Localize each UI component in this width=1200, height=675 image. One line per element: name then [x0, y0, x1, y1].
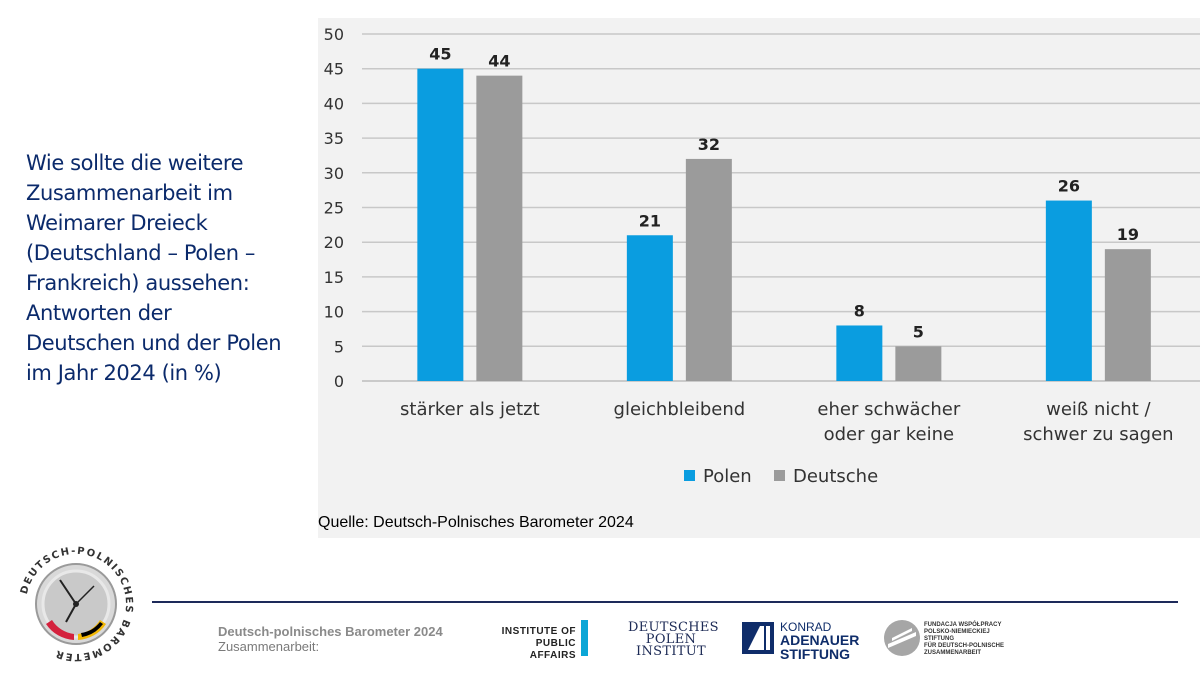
title-line: Wie sollte die weitere	[26, 151, 244, 175]
bar-deutsche	[1104, 249, 1151, 381]
x-tick-label: gleichbleibend	[614, 399, 746, 420]
fwpn-line3: STIFTUNG	[924, 636, 954, 642]
dpi-line3: INSTITUT	[636, 644, 706, 659]
footer-subtitle: Zusammenarbeit:	[218, 639, 320, 654]
dpi-line2: POLEN	[645, 632, 697, 647]
fwpn-line4: FÜR DEUTSCH-POLNISCHE	[924, 643, 1005, 649]
title-line: Deutschen und der Polen	[26, 331, 282, 355]
data-label: 26	[1058, 177, 1080, 196]
barometer-emblem-logo: DEUTSCH-POLNISCHES BAROMETER	[8, 540, 144, 668]
chart-area: 0 5 10 15 20 25 30 35 40 45 50 45 44 stärker als jetz…	[318, 18, 1200, 538]
fwpn-line2: POLSKO-NIEMIECKIEJ	[924, 629, 990, 635]
data-label: 45	[429, 45, 451, 64]
title-line: Antworten der	[26, 301, 172, 325]
bar-deutsche	[685, 158, 732, 381]
dpi-line1: DEUTSCHES	[628, 620, 719, 635]
bar-polen	[417, 68, 464, 381]
bar-polen	[836, 325, 883, 381]
ipa-bar-icon	[581, 620, 588, 656]
data-label: 44	[488, 52, 510, 71]
y-tick-label: 0	[334, 372, 344, 391]
ipa-logo: INSTITUTE OF PUBLIC AFFAIRS	[500, 618, 590, 661]
fwpn-mark-icon	[884, 620, 920, 656]
data-label: 19	[1117, 225, 1139, 244]
data-label: 32	[698, 135, 720, 154]
footer-divider	[152, 601, 1178, 603]
y-tick-label: 40	[324, 94, 344, 113]
ipa-line1: INSTITUTE OF	[501, 626, 576, 637]
kas-line3: STIFTUNG	[780, 646, 850, 662]
bar-polen	[1045, 200, 1092, 381]
kas-mark-icon	[742, 622, 774, 654]
legend-swatch-polen	[684, 470, 695, 481]
y-tick-label: 30	[324, 164, 344, 183]
data-label: 8	[854, 301, 865, 320]
title-line: (Deutschland – Polen –	[26, 241, 256, 265]
chart-title: Wie sollte die weitere Zusammenarbeit im…	[26, 148, 316, 388]
legend-label: Polen	[703, 466, 752, 487]
y-tick-label: 20	[324, 233, 344, 252]
y-tick-label: 50	[324, 25, 344, 44]
y-tick-label: 10	[324, 303, 344, 322]
source-note: Quelle: Deutsch-Polnisches Barometer 202…	[318, 514, 634, 531]
y-tick-label: 45	[324, 60, 344, 79]
bar-deutsche	[476, 75, 523, 381]
x-tick-label: oder gar keine	[824, 424, 955, 445]
y-tick-label: 25	[324, 199, 344, 218]
y-tick-label: 35	[324, 129, 344, 148]
dpi-logo: DEUTSCHES POLEN INSTITUT	[628, 620, 719, 659]
fwpn-line1: FUNDACJA WSPÓŁPRACY	[924, 622, 1002, 628]
bar-deutsche	[895, 346, 942, 381]
x-tick-label: schwer zu sagen	[1023, 424, 1174, 445]
data-label: 21	[639, 211, 661, 230]
y-tick-label: 15	[324, 268, 344, 287]
y-tick-label: 5	[334, 337, 344, 356]
x-tick-label: eher schwächer	[817, 399, 960, 420]
title-line: Zusammenarbeit im	[26, 181, 233, 205]
title-line: im Jahr 2024 (in %)	[26, 361, 222, 385]
title-line: Weimarer Dreieck	[26, 211, 208, 235]
x-tick-label: stärker als jetzt	[400, 399, 540, 420]
kas-line1: KONRAD	[780, 620, 832, 634]
footer-title: Deutsch-polnisches Barometer 2024	[218, 624, 443, 639]
kas-line2: ADENAUER	[780, 632, 860, 648]
bar-chart: 0 5 10 15 20 25 30 35 40 45 50 45 44 stärker als jetz…	[324, 25, 1200, 487]
barometer-icon: DEUTSCH-POLNISCHES BAROMETER	[19, 546, 133, 662]
title-line: Frankreich) aussehen:	[26, 271, 250, 295]
ipa-line2: PUBLIC AFFAIRS	[529, 638, 576, 661]
fwpn-logo: FUNDACJA WSPÓŁPRACY POLSKO-NIEMIECKIEJ S…	[880, 618, 1030, 662]
data-label: 5	[913, 322, 924, 341]
x-tick-label: weiß nicht /	[1046, 399, 1151, 420]
footer-caption: Deutsch-polnisches Barometer 2024 Zusamm…	[218, 624, 443, 654]
legend-label: Deutsche	[793, 466, 878, 487]
legend-swatch-deutsche	[774, 470, 785, 481]
kas-logo: KONRAD ADENAUER STIFTUNG	[742, 618, 874, 662]
bar-polen	[626, 235, 673, 381]
fwpn-line5: ZUSAMMENARBEIT	[924, 650, 981, 656]
